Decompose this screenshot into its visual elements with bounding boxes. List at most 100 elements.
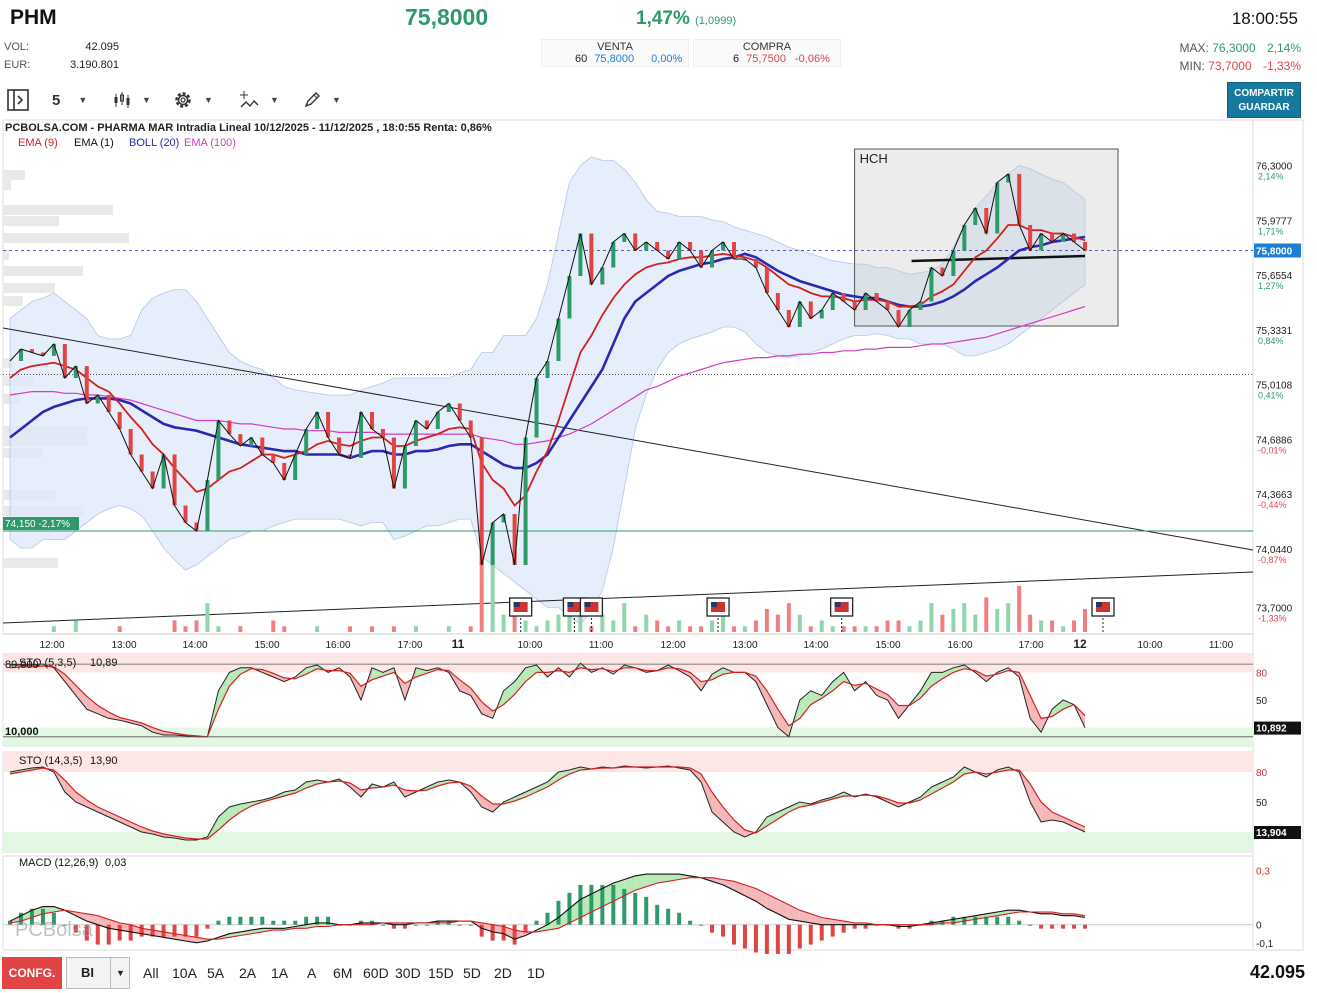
reference-label: 74,150 -2,17% [5,519,70,530]
price-line [9,173,1086,566]
period-15d[interactable]: 15D [428,965,454,981]
drawing-tools-select[interactable]: ▼ [302,88,341,112]
price-candle [51,344,56,356]
chart-mode-select[interactable]: ▼ BI [66,957,130,989]
indicators-select[interactable]: ▼ [238,88,279,112]
macd-fill [788,904,800,922]
settings-select[interactable]: ▼ [172,88,213,112]
legend-entry: BOLL (20) [129,137,179,149]
price-chart[interactable]: 805020STO (5,3,5)10,8910,89289,00010,000… [0,118,1317,954]
volume-bar [1050,620,1055,632]
x-tick-label: 16:00 [325,640,350,651]
period-60d[interactable]: 60D [363,965,389,981]
volume-profile-bar [3,358,13,368]
price-candle [260,437,265,455]
macd-fill [766,893,778,914]
price-candle [622,233,627,242]
config-button[interactable]: CONFG. [2,957,62,989]
macd-fill [558,908,570,929]
chart-type-select[interactable]: ▼ [112,88,151,112]
x-tick-label: 12:00 [39,640,64,651]
sto-slow-fill [437,780,449,786]
volume-bar [633,626,638,632]
interval-select[interactable]: 5 ▼ [52,88,87,112]
period-1d[interactable]: 1D [527,965,545,981]
buy-qty: 6 [733,53,740,65]
price-candle [688,242,693,251]
macd-histogram-bar [1083,924,1087,929]
price-candle [841,293,846,302]
volume-bar [1006,603,1011,632]
sto-slow-fill [701,774,713,812]
share-save-button[interactable]: COMPARTIR GUARDAR [1227,82,1301,118]
macd-histogram-bar [380,924,385,926]
macd-histogram-bar [622,888,627,925]
price-candle [523,437,528,565]
gear-icon [175,92,191,108]
session-min: MIN: 73,7000 -1,33% [1180,59,1301,73]
volume-bar [216,626,221,632]
macd-fill [613,879,625,902]
sto-slow-fill [152,831,164,837]
sto-slow-fill [64,780,76,802]
sto-fast-fill [130,720,142,726]
macd-histogram-bar [644,896,649,925]
price-candle [721,242,726,251]
flag-icon [1096,602,1110,612]
sto-slow-fill [240,802,252,812]
indicators-icon [240,91,259,108]
price-candle [413,420,418,446]
macd-histogram-bar [29,908,34,925]
macd-histogram-bar [852,924,857,929]
buy-price: 75,7500 [746,53,786,65]
sto-fast-fill [503,681,515,705]
y-tick-label: 75,0108 [1256,381,1293,392]
period-5a[interactable]: 5A [207,965,225,981]
panel-toggle-button[interactable] [6,88,30,112]
macd-label: MACD (12,26,9) [19,857,98,869]
volume-bar [852,626,857,632]
price-candle [139,454,144,472]
flag-icon [834,602,849,612]
volume-bar [512,608,517,632]
macd-histogram-bar [710,924,715,933]
period-all[interactable]: All [143,965,159,981]
price-candle [940,267,945,276]
volume-profile-bar [3,233,129,243]
macd-histogram-bar [973,916,978,925]
volume-bar [589,626,594,632]
price-candle [18,349,23,361]
macd-histogram-bar [578,884,583,925]
x-tick-label: 14:00 [182,640,207,651]
macd-fill [602,883,614,907]
macd-histogram-bar [611,884,616,925]
period-6m[interactable]: 6M [333,965,353,981]
volume-stat: VOL: 42.095 [4,41,119,53]
period-a[interactable]: A [307,965,317,981]
x-tick-label: 14:00 [803,640,828,651]
volume-bar [501,614,506,632]
sto-fast-bottom-value: 10,000 [5,726,39,738]
period-30d[interactable]: 30D [395,965,421,981]
y-tick-pct: -0,87% [1258,555,1287,565]
sto-slow-fill [887,799,899,807]
volume-bar [1028,614,1033,632]
x-tick-label: 13:00 [732,640,757,651]
macd-fill [547,917,559,931]
sto-fast-fill [1063,700,1075,710]
period-10a[interactable]: 10A [172,965,197,981]
sto-slow-value: 13,90 [90,755,118,767]
macd-y-tick: 0,3 [1256,866,1270,877]
volume-profile-bar [3,250,9,260]
volume-bar [1061,626,1066,632]
price-candle [337,437,342,455]
macd-panel [2,855,1254,951]
volume-bar [534,626,539,632]
sto-slow-fill [723,807,734,832]
period-2d[interactable]: 2D [494,965,512,981]
period-5d[interactable]: 5D [463,965,481,981]
volume-bar [117,626,122,632]
period-2a[interactable]: 2A [239,965,257,981]
period-1a[interactable]: 1A [271,965,289,981]
volume-bar [677,620,682,632]
